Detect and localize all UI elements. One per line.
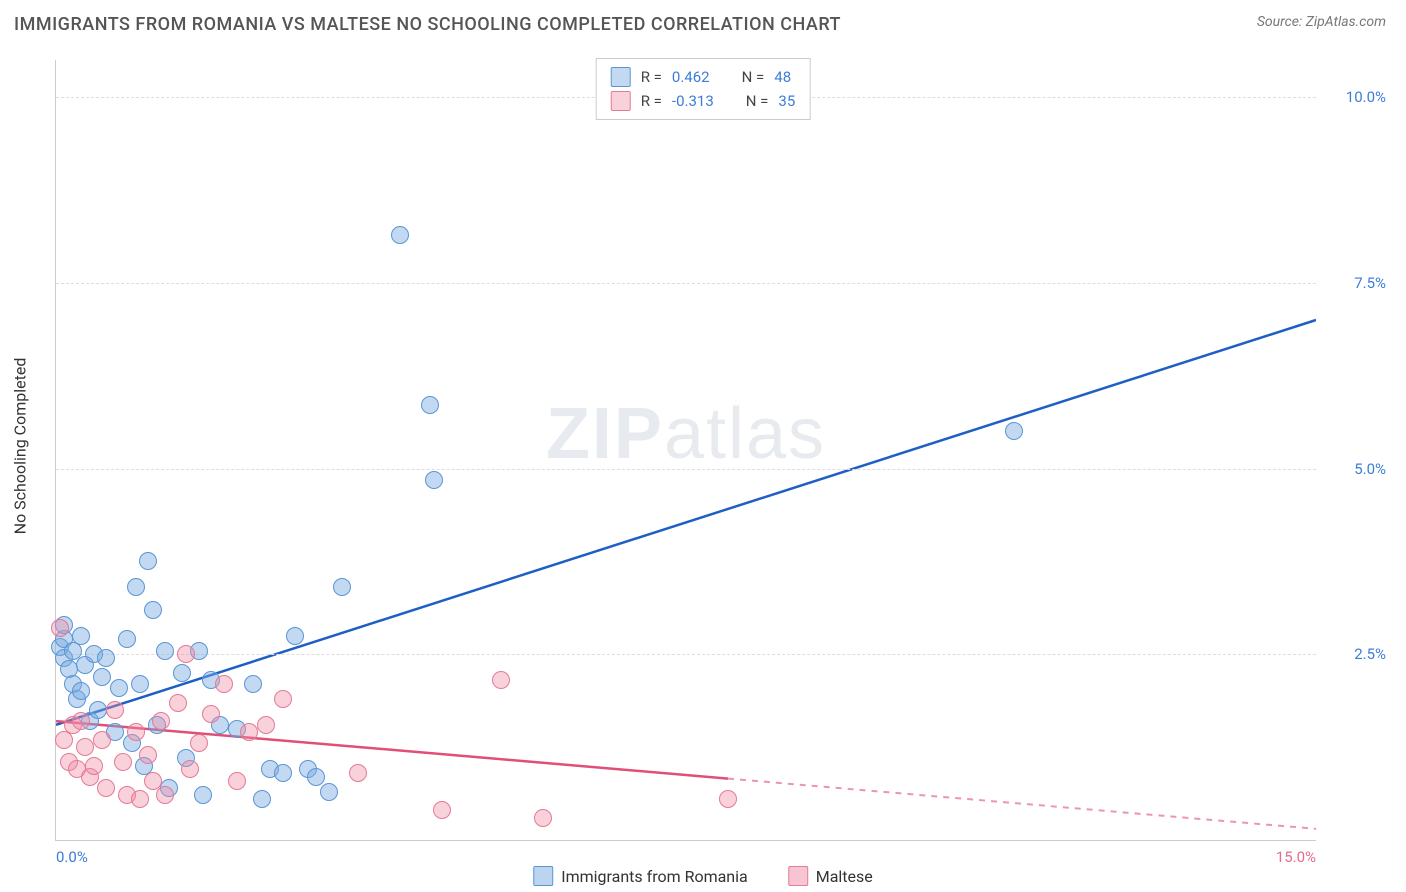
data-point <box>169 694 187 712</box>
data-point <box>156 786 174 804</box>
data-point <box>139 552 157 570</box>
data-point <box>118 630 136 648</box>
data-point <box>152 712 170 730</box>
data-point <box>492 671 510 689</box>
y-tick-label: 7.5% <box>1326 274 1386 292</box>
series-legend: Immigrants from Romania Maltese <box>533 866 873 886</box>
grid-line <box>56 654 1316 655</box>
data-point <box>391 226 409 244</box>
data-point <box>93 731 111 749</box>
data-point <box>257 716 275 734</box>
n-value: 35 <box>778 92 795 110</box>
y-tick-label: 5.0% <box>1326 460 1386 478</box>
data-point <box>89 701 107 719</box>
legend-swatch-series0 <box>533 866 553 886</box>
data-point <box>144 772 162 790</box>
data-point <box>190 734 208 752</box>
y-tick-label: 10.0% <box>1326 88 1386 106</box>
r-label: R = <box>641 68 662 86</box>
n-label: N = <box>746 92 769 110</box>
stats-legend-row: R = -0.313 N = 35 <box>611 89 796 113</box>
data-point <box>320 783 338 801</box>
data-point <box>127 723 145 741</box>
data-point <box>274 690 292 708</box>
data-point <box>85 757 103 775</box>
data-point <box>173 664 191 682</box>
watermark-atlas: atlas <box>664 394 826 474</box>
y-tick-label: 2.5% <box>1326 645 1386 663</box>
data-point <box>177 645 195 663</box>
data-point <box>194 786 212 804</box>
data-point <box>286 627 304 645</box>
watermark: ZIPatlas <box>546 393 826 475</box>
data-point <box>51 619 69 637</box>
data-point <box>240 723 258 741</box>
data-point <box>144 601 162 619</box>
data-point <box>106 701 124 719</box>
data-point <box>127 578 145 596</box>
data-point <box>534 809 552 827</box>
r-value: 0.462 <box>672 68 710 86</box>
data-point <box>253 790 271 808</box>
legend-swatch-series1 <box>788 866 808 886</box>
legend-item-series1: Maltese <box>788 866 873 886</box>
data-point <box>181 760 199 778</box>
n-value: 48 <box>774 68 791 86</box>
r-label: R = <box>641 92 662 110</box>
grid-line <box>56 469 1316 470</box>
r-value: -0.313 <box>672 92 714 110</box>
legend-swatch-series0 <box>611 67 631 87</box>
legend-label: Maltese <box>816 867 873 886</box>
chart-plot-area: ZIPatlas 2.5%5.0%7.5%10.0%0.0%15.0% <box>55 60 1316 841</box>
stats-legend-row: R = 0.462 N = 48 <box>611 65 796 89</box>
data-point <box>202 705 220 723</box>
legend-item-series0: Immigrants from Romania <box>533 866 748 886</box>
data-point <box>274 764 292 782</box>
data-point <box>110 679 128 697</box>
data-point <box>97 779 115 797</box>
data-point <box>307 768 325 786</box>
data-point <box>139 746 157 764</box>
data-point <box>131 675 149 693</box>
data-point <box>244 675 262 693</box>
chart-title: IMMIGRANTS FROM ROMANIA VS MALTESE NO SC… <box>14 14 841 35</box>
data-point <box>97 649 115 667</box>
data-point <box>72 712 90 730</box>
data-point <box>76 738 94 756</box>
legend-swatch-series1 <box>611 91 631 111</box>
n-label: N = <box>742 68 765 86</box>
data-point <box>228 772 246 790</box>
data-point <box>425 471 443 489</box>
data-point <box>215 675 233 693</box>
source-attribution: Source: ZipAtlas.com <box>1257 14 1386 30</box>
x-tick-label: 15.0% <box>1276 848 1316 866</box>
data-point <box>433 801 451 819</box>
data-point <box>72 627 90 645</box>
data-point <box>349 764 367 782</box>
legend-label: Immigrants from Romania <box>561 867 748 886</box>
data-point <box>421 396 439 414</box>
x-tick-label: 0.0% <box>56 848 88 866</box>
y-axis-title: No Schooling Completed <box>11 358 30 535</box>
data-point <box>72 682 90 700</box>
data-point <box>131 790 149 808</box>
data-point <box>333 578 351 596</box>
stats-legend: R = 0.462 N = 48 R = -0.313 N = 35 <box>596 58 811 120</box>
data-point <box>156 642 174 660</box>
data-point <box>93 668 111 686</box>
grid-line <box>56 283 1316 284</box>
regression-line-solid <box>56 320 1316 725</box>
data-point <box>1005 422 1023 440</box>
watermark-zip: ZIP <box>546 394 664 474</box>
data-point <box>114 753 132 771</box>
data-point <box>719 790 737 808</box>
regression-line-dashed <box>728 779 1316 829</box>
